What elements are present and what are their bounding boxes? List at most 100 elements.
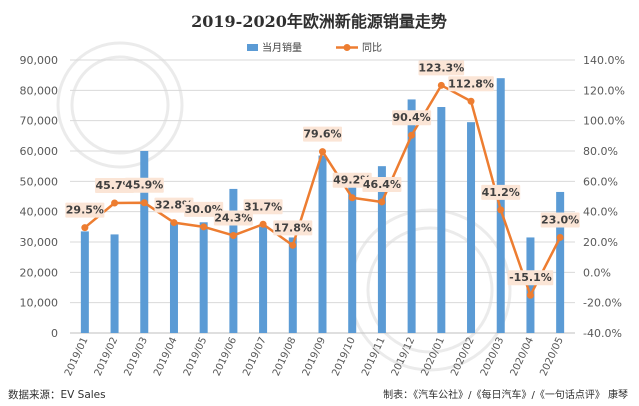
- y-left-tick-label: 70,000: [20, 115, 59, 128]
- y-right-tick-label: -40.0%: [583, 327, 622, 340]
- data-label: 23.0%: [541, 213, 579, 226]
- y-left-tick-label: 90,000: [20, 54, 59, 67]
- bar: [199, 222, 208, 333]
- line-point: [140, 199, 148, 207]
- y-right-tick-label: 100.0%: [583, 115, 625, 128]
- bar: [556, 191, 565, 333]
- data-labels: 29.5% 45.7%45.9% 32.8%30.0%24.3%31.7% 17.8%…: [65, 60, 580, 286]
- legend-label-line: 同比: [362, 42, 382, 54]
- y-left-tick-label: 40,000: [20, 206, 59, 219]
- legend-marker: [343, 44, 351, 51]
- line-point: [229, 231, 237, 239]
- line-point: [289, 241, 297, 249]
- y-right-tick-label: -20.0%: [583, 297, 622, 310]
- credit-note: 制表：《汽车公社》/《每日汽车》/《一句话点评》 康琴: [383, 388, 628, 401]
- line-point: [319, 148, 326, 156]
- data-label: 45.7%: [95, 179, 133, 192]
- line-point: [408, 131, 416, 139]
- y-right-tick-label: 120.0%: [583, 84, 625, 97]
- y-left-tick-label: 10,000: [20, 297, 59, 310]
- data-label: 17.8%: [274, 221, 312, 234]
- data-label-bg: [392, 110, 432, 126]
- line-point: [259, 220, 267, 228]
- x-tick-label: 2019/03: [122, 336, 150, 378]
- bar: [80, 231, 89, 333]
- x-tick-label: 2020/05: [538, 336, 566, 378]
- y-right-tick-label: 40.0%: [583, 206, 618, 219]
- legend-swatch-bar: [247, 44, 258, 51]
- data-label-bg: [448, 76, 494, 92]
- data-label-bg: [481, 184, 521, 200]
- source-note: 数据来源：EV Sales: [8, 388, 106, 401]
- watermark-logo: [56, 41, 512, 372]
- line-series: [81, 81, 564, 299]
- line-point: [348, 194, 356, 202]
- x-tick-label: 2019/01: [63, 336, 91, 378]
- data-label-bg: [540, 212, 580, 228]
- line-point: [556, 233, 564, 241]
- bar: [288, 237, 297, 333]
- data-label-bg: [332, 172, 372, 188]
- bar: [229, 188, 238, 333]
- data-label-bg: [154, 197, 194, 213]
- bar: [110, 234, 119, 333]
- bar: [348, 187, 357, 333]
- bar: [140, 151, 149, 333]
- bar: [169, 222, 178, 333]
- data-label-bg: [418, 60, 465, 76]
- bar: [407, 99, 416, 333]
- data-label-bg: [124, 177, 164, 193]
- y-left-tick-label: 30,000: [20, 236, 59, 249]
- data-label: 112.8%: [448, 77, 494, 90]
- x-tick-label: 2019/02: [93, 336, 121, 378]
- chart-title: 2019-2020年欧洲新能源销量走势: [191, 12, 447, 31]
- line-point: [526, 291, 534, 299]
- right-axis: -40.0% -20.0% 0.0% 20.0% 40.0% 60.0% 80.0% 100.…: [583, 54, 625, 340]
- x-tick-label: 2019/05: [182, 336, 210, 378]
- data-label-bg: [362, 176, 402, 192]
- bar: [437, 107, 446, 334]
- line-point: [437, 81, 445, 89]
- bar: [377, 166, 386, 333]
- data-label-bg: [243, 199, 283, 215]
- data-label-bg: [95, 178, 135, 194]
- line-point: [467, 97, 475, 105]
- data-label: 30.0%: [185, 203, 223, 216]
- bar-series: [80, 78, 565, 334]
- legend-label-bar: 当月销量: [262, 41, 302, 54]
- line-point: [200, 223, 208, 231]
- data-label: -15.1%: [509, 271, 552, 284]
- data-label: 90.4%: [393, 111, 431, 124]
- bar: [318, 155, 327, 333]
- data-label: 45.9%: [125, 179, 163, 192]
- y-left-tick-label: 0: [51, 327, 58, 340]
- line-point: [111, 199, 119, 207]
- data-label-bg: [303, 126, 342, 142]
- x-tick-label: 2019/07: [241, 336, 269, 378]
- x-tick-label: 2020/03: [479, 336, 507, 378]
- data-label: 24.3%: [214, 211, 252, 224]
- bar: [259, 226, 268, 333]
- x-tick-label: 2019/06: [212, 336, 240, 378]
- line-point: [497, 206, 505, 214]
- data-label-bg: [213, 210, 253, 226]
- data-label-bg: [507, 270, 554, 286]
- legend: 当月销量 同比: [247, 41, 382, 54]
- x-tick-label: 2019/04: [152, 336, 180, 378]
- line-point: [378, 198, 386, 206]
- data-label-bg: [65, 202, 105, 218]
- data-label-bg: [184, 201, 224, 217]
- y-right-tick-label: 80.0%: [583, 145, 618, 158]
- x-tick-label: 2020/04: [509, 336, 537, 378]
- data-label: 79.6%: [303, 128, 341, 141]
- y-left-tick-label: 20,000: [20, 266, 59, 279]
- bar: [467, 122, 476, 333]
- y-right-tick-label: 0.0%: [583, 266, 611, 279]
- data-label: 123.3%: [418, 61, 464, 74]
- data-label: 49.2%: [333, 174, 371, 187]
- data-label: 29.5%: [66, 204, 104, 217]
- y-right-tick-label: 60.0%: [583, 175, 618, 188]
- data-label: 32.8%: [155, 199, 193, 212]
